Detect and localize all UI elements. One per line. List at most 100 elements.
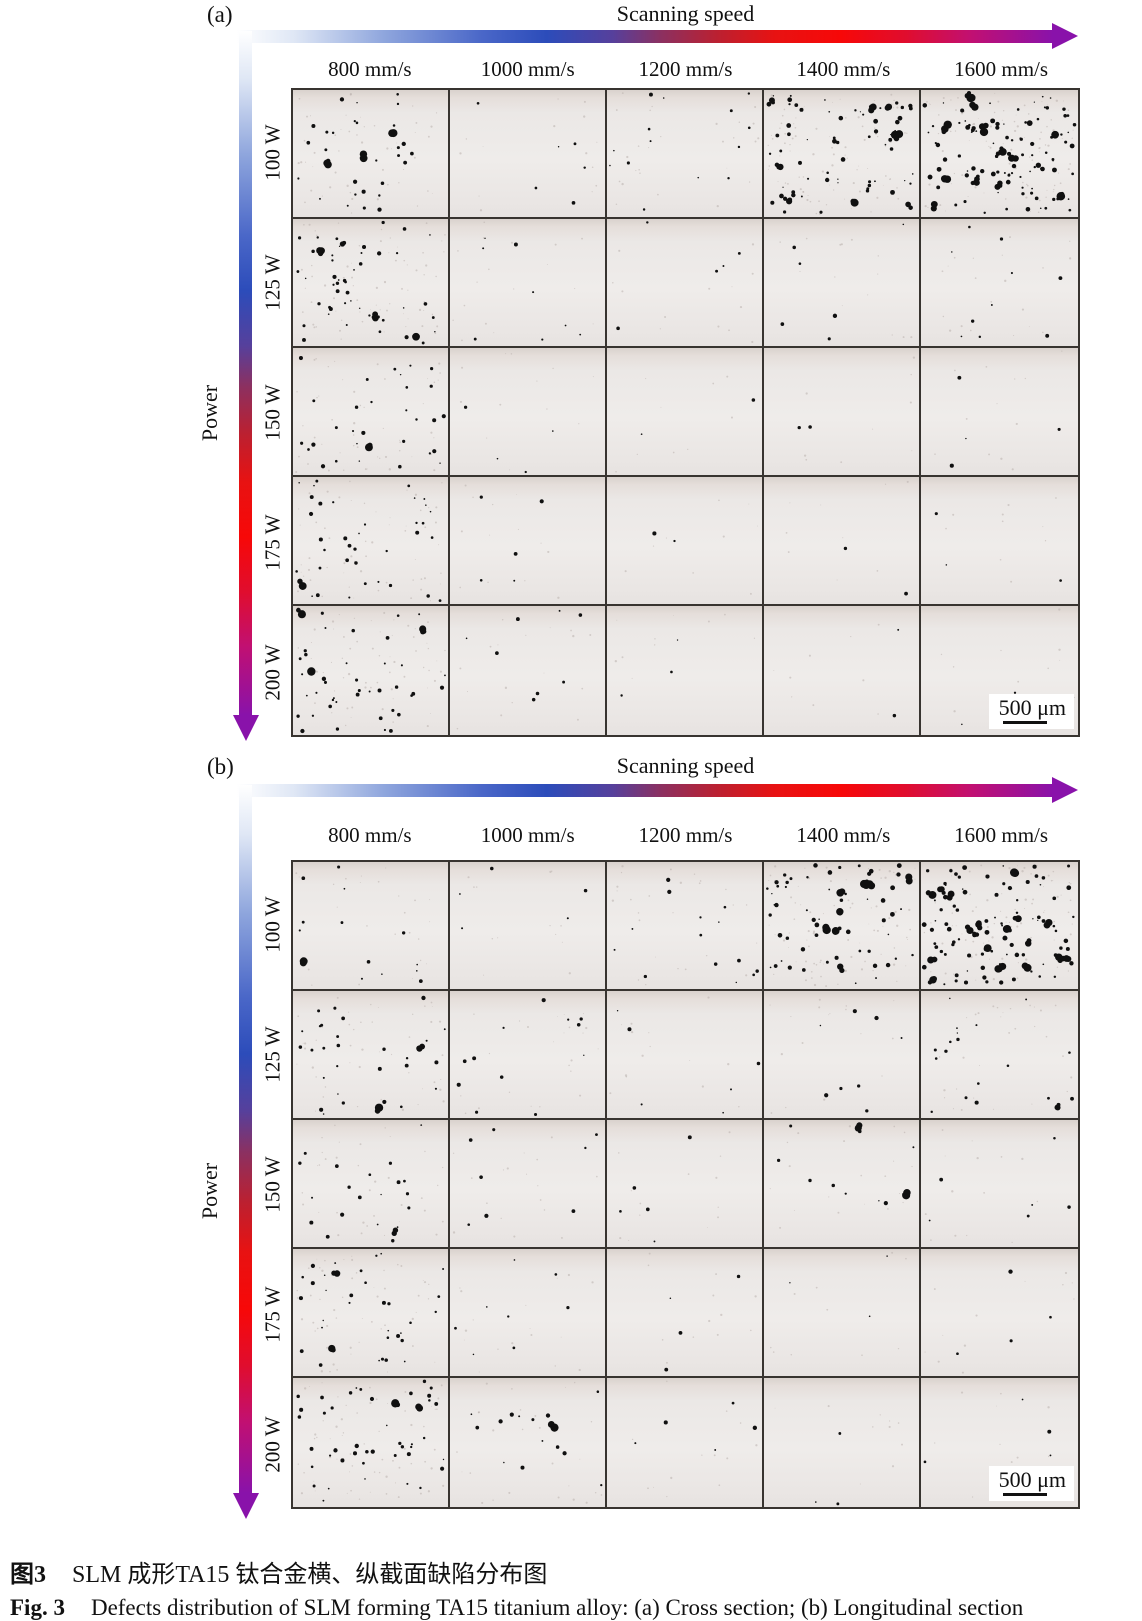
micrograph-cell — [293, 606, 450, 735]
row-label: 150 W — [260, 1156, 285, 1213]
micrograph-cell — [921, 1120, 1078, 1249]
micrograph-cell — [764, 862, 921, 991]
micrograph-cell — [607, 90, 764, 219]
column-label: 1600 mm/s — [954, 57, 1049, 81]
caption-chinese-text: SLM 成形TA15 钛合金横、纵截面缺陷分布图 — [72, 1562, 548, 1588]
micrograph-cell — [607, 991, 764, 1120]
column-labels: 800 mm/s 1000 mm/s 1200 mm/s 1400 mm/s 1600 … — [291, 57, 1080, 82]
micrograph-cell — [764, 1249, 921, 1378]
micrograph-cell — [921, 219, 1078, 348]
row-label: 150 W — [260, 384, 285, 441]
micrograph-cell — [921, 1249, 1078, 1378]
micrograph-cell — [450, 348, 607, 477]
micrograph-cell — [764, 1120, 921, 1249]
micrograph-grid: 500 μm — [291, 88, 1080, 737]
micrograph-cell — [764, 90, 921, 219]
micrograph-cell — [921, 991, 1078, 1120]
column-labels: 800 mm/s 1000 mm/s 1200 mm/s 1400 mm/s 1600 … — [291, 823, 1080, 848]
panel-tag: (b) — [207, 754, 234, 779]
micrograph-cell — [607, 606, 764, 735]
column-label: 800 mm/s — [328, 57, 412, 81]
column-label: 1600 mm/s — [954, 823, 1049, 847]
arrowhead-down-icon — [233, 1493, 259, 1519]
row-label: 100 W — [260, 124, 285, 181]
x-axis-title: Scanning speed — [616, 1, 755, 26]
panel-cross-section: (a) Scanning speed Power 800 mm/s 1000 mm… — [0, 0, 1142, 748]
micrograph-cell — [764, 219, 921, 348]
micrograph-cell — [450, 90, 607, 219]
y-axis-title: Power — [197, 384, 222, 442]
arrowhead-down-icon — [233, 715, 259, 741]
micrograph-cell — [764, 1378, 921, 1507]
micrograph-cell — [921, 862, 1078, 991]
micrograph-cell — [450, 862, 607, 991]
scale-bar: 500 μm — [988, 694, 1074, 729]
column-label: 1000 mm/s — [480, 57, 575, 81]
scale-bar-line — [1002, 721, 1047, 724]
row-label: 200 W — [260, 1415, 285, 1473]
caption-chinese-label: 图3 — [10, 1562, 46, 1588]
micrograph-cell — [293, 862, 450, 991]
row-label: 175 W — [260, 1286, 285, 1343]
micrograph-cell — [450, 1249, 607, 1378]
micrograph-cell — [450, 219, 607, 348]
row-labels: 100 W 125 W 150 W 175 W 200 W — [256, 88, 290, 737]
micrograph-cell — [293, 1249, 450, 1378]
micrograph-cell — [450, 1378, 607, 1507]
micrograph-cell — [764, 606, 921, 735]
row-label: 175 W — [260, 514, 285, 571]
micrograph-cell — [293, 991, 450, 1120]
micrograph-cell — [293, 348, 450, 477]
scale-bar: 500 μm — [988, 1466, 1074, 1501]
micrograph-cell — [921, 348, 1078, 477]
micrograph-cell — [607, 348, 764, 477]
micrograph-cell — [450, 606, 607, 735]
arrowhead-right-icon — [1052, 23, 1078, 49]
micrograph-cell — [293, 477, 450, 606]
micrograph-cell — [607, 477, 764, 606]
micrograph-cell — [764, 348, 921, 477]
micrograph-cell — [450, 477, 607, 606]
panel-longitudinal-section: (b) Scanning speed Power 800 mm/s 1000 mm… — [0, 748, 1142, 1520]
micrograph-cell — [607, 1120, 764, 1249]
micrograph-cell — [293, 1120, 450, 1249]
micrograph-cell — [607, 1249, 764, 1378]
micrograph-cell — [921, 477, 1078, 606]
row-label: 200 W — [260, 643, 285, 701]
column-label: 800 mm/s — [328, 823, 412, 847]
arrowhead-right-icon — [1052, 777, 1078, 803]
column-label: 1000 mm/s — [480, 823, 575, 847]
scale-bar-label: 500 μm — [998, 1467, 1066, 1492]
caption-chinese: 图3 SLM 成形TA15 钛合金横、纵截面缺陷分布图 — [10, 1554, 1135, 1589]
power-gradient-arrow — [239, 31, 252, 715]
micrograph-cell — [293, 219, 450, 348]
micrograph-cell — [607, 219, 764, 348]
scanning-speed-gradient-arrow — [237, 784, 1053, 797]
micrograph-cell — [450, 991, 607, 1120]
micrograph-cell — [921, 90, 1078, 219]
caption-english-label: Fig. 3 — [10, 1595, 65, 1620]
micrograph-cell — [764, 991, 921, 1120]
row-label: 100 W — [260, 896, 285, 953]
y-axis-title: Power — [197, 1162, 222, 1220]
micrograph-cell — [293, 90, 450, 219]
column-label: 1400 mm/s — [796, 823, 891, 847]
column-label: 1400 mm/s — [796, 57, 891, 81]
panel-tag: (a) — [207, 2, 233, 27]
x-axis-title: Scanning speed — [616, 753, 755, 778]
column-label: 1200 mm/s — [638, 823, 733, 847]
scanning-speed-gradient-arrow — [237, 30, 1053, 43]
power-gradient-arrow — [239, 785, 252, 1493]
micrograph-cell — [293, 1378, 450, 1507]
caption-english: Fig. 3 Defects distribution of SLM formin… — [10, 1595, 1135, 1621]
scale-bar-line — [1002, 1493, 1047, 1496]
caption-english-text: Defects distribution of SLM forming TA15… — [90, 1595, 1024, 1620]
row-label: 125 W — [260, 254, 285, 311]
micrograph-cell — [607, 1378, 764, 1507]
micrograph-cell — [607, 862, 764, 991]
micrograph-cell — [450, 1120, 607, 1249]
column-label: 1200 mm/s — [638, 57, 733, 81]
row-label: 125 W — [260, 1026, 285, 1083]
row-labels: 100 W 125 W 150 W 175 W 200 W — [256, 860, 290, 1509]
micrograph-cell — [764, 477, 921, 606]
